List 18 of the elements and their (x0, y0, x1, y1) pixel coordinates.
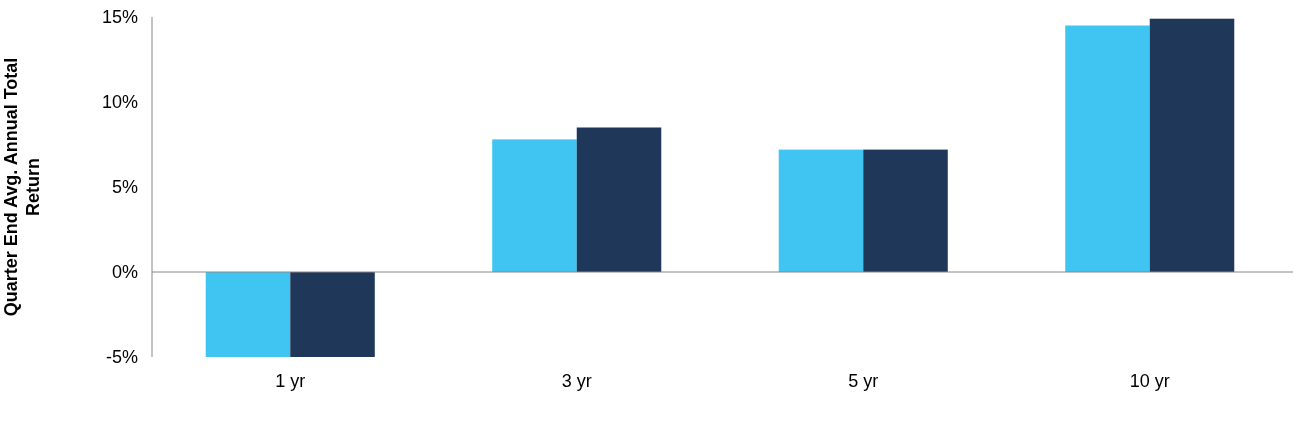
y-tick-label: 15% (101, 7, 138, 28)
bar (492, 139, 577, 272)
bar (863, 149, 948, 272)
bar (205, 272, 291, 357)
x-tick-label: 5 yr (848, 371, 879, 391)
bar (1065, 25, 1150, 272)
y-tick-label: -5% (105, 347, 138, 368)
y-axis-title: Quarter End Avg. Annual Total Return (1, 57, 43, 317)
bar (1149, 18, 1235, 272)
bar (290, 272, 375, 357)
y-tick-label: 10% (101, 92, 138, 113)
y-tick-label: 5% (111, 177, 138, 198)
x-tick-label: 3 yr (561, 371, 592, 391)
y-tick-label: 0% (111, 262, 138, 283)
bar (576, 127, 662, 272)
x-tick-label: 10 yr (1129, 371, 1170, 391)
x-tick-label: 1 yr (275, 371, 306, 391)
bar (778, 149, 864, 272)
